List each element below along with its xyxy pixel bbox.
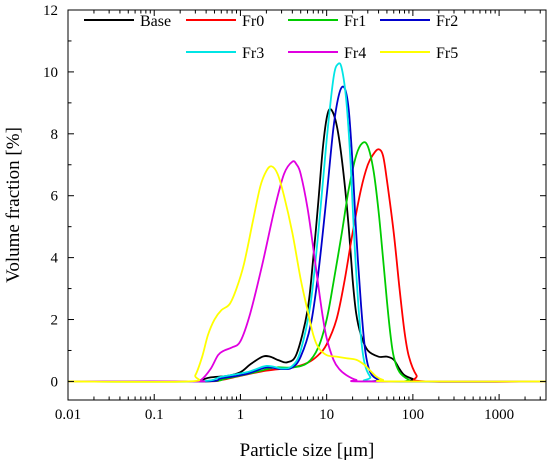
x-tick-label: 0.1 (145, 407, 164, 423)
x-tick-label: 1000 (484, 407, 514, 423)
y-axis-label: Volume fraction [%] (3, 127, 24, 283)
x-tick-label: 100 (402, 407, 425, 423)
series-line-base (67, 108, 547, 383)
y-tick-label: 6 (51, 189, 59, 205)
series-line-fr5 (67, 165, 547, 383)
series-line-fr2 (67, 85, 547, 383)
series-line-fr0 (67, 148, 547, 383)
plot-area (67, 62, 547, 383)
series-line-fr4 (67, 160, 547, 383)
y-tick-label: 2 (51, 313, 59, 329)
x-axis-label: Particle size [μm] (240, 440, 375, 461)
x-tick-label: 1 (237, 407, 245, 423)
legend-label-fr3: Fr3 (242, 45, 264, 62)
plot-frame (67, 9, 547, 401)
legend-label-fr4: Fr4 (344, 45, 366, 62)
legend: Base Fr0 Fr1 Fr2 Fr3 Fr4 Fr5 (84, 13, 458, 62)
series-line-fr1 (67, 141, 547, 383)
y-tick-label: 8 (51, 127, 59, 143)
y-tick-label: 4 (51, 251, 59, 267)
legend-label-fr0: Fr0 (242, 13, 264, 30)
legend-label-fr1: Fr1 (344, 13, 366, 30)
legend-label-fr5: Fr5 (436, 45, 458, 62)
axes: 0.01 0.1 1 10 100 1000 0 2 4 6 8 10 12 (43, 3, 547, 423)
x-tick-label: 10 (319, 407, 334, 423)
series-line-fr3 (67, 62, 547, 383)
x-tick-label: 0.01 (55, 407, 81, 423)
legend-label-fr2: Fr2 (436, 13, 458, 30)
y-tick-label: 10 (43, 65, 58, 81)
y-tick-label: 12 (43, 3, 58, 19)
y-tick-label: 0 (51, 374, 59, 390)
legend-label-base: Base (140, 13, 171, 30)
